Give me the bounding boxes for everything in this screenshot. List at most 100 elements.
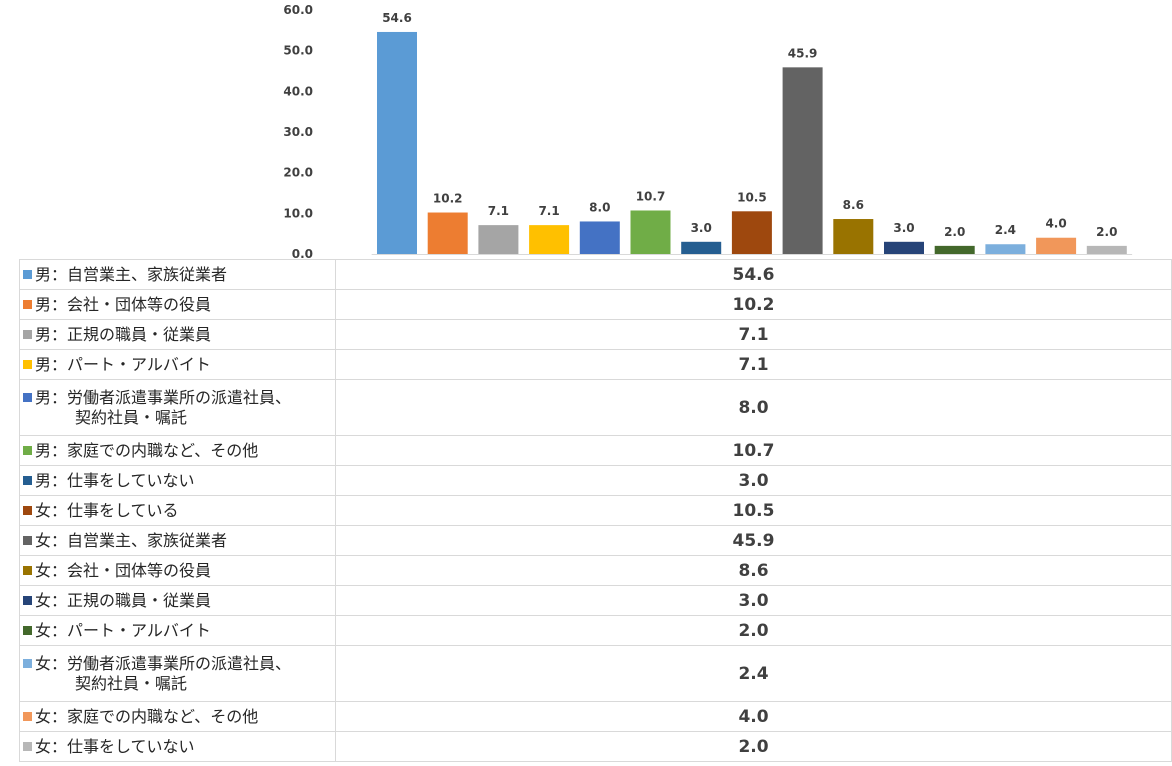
table-row: 男：労働者派遣事業所の派遣社員、 契約社員・嘱託 8.0 — [19, 379, 1172, 436]
bar-value-label: 2.0 — [1096, 225, 1117, 239]
data-table: 男：自営業主、家族従業者 54.6 男：会社・団体等の役員 10.2 男：正規の職員・従… — [19, 259, 1172, 762]
category-label: 男：労働者派遣事業所の派遣社員、 契約社員・嘱託 — [35, 387, 292, 427]
value-cell: 7.1 — [335, 349, 1172, 380]
bar — [833, 219, 874, 254]
bar-value-label: 8.0 — [589, 200, 610, 214]
category-label: 女：パート・アルバイト — [35, 620, 211, 640]
table-row: 男：家庭での内職など、その他 10.7 — [19, 435, 1172, 466]
bar — [782, 67, 823, 254]
y-tick-label: 60.0 — [283, 3, 313, 17]
legend-swatch — [23, 299, 32, 309]
category-label: 女：会社・団体等の役員 — [35, 560, 212, 580]
legend-swatch — [23, 359, 32, 369]
category-cell: 女：会社・団体等の役員 — [19, 555, 336, 586]
value-cell: 45.9 — [335, 525, 1172, 556]
bar-value-label: 2.0 — [944, 225, 965, 239]
bar — [1036, 237, 1077, 254]
value-cell: 3.0 — [335, 585, 1172, 616]
category-label: 女：仕事をしている — [35, 500, 179, 520]
category-cell: 男：自営業主、家族従業者 — [19, 259, 336, 290]
table-row: 男：会社・団体等の役員 10.2 — [19, 289, 1172, 320]
category-label: 男：正規の職員・従業員 — [35, 324, 212, 344]
table-row: 女：仕事をしていない 2.0 — [19, 731, 1172, 762]
table-row: 男：正規の職員・従業員 7.1 — [19, 319, 1172, 350]
bar — [630, 210, 671, 254]
category-label: 男：自営業主、家族従業者 — [35, 264, 228, 284]
category-cell: 男：パート・アルバイト — [19, 349, 336, 380]
value-cell: 54.6 — [335, 259, 1172, 290]
value-cell: 7.1 — [335, 319, 1172, 350]
bar — [681, 241, 722, 254]
legend-swatch — [23, 505, 32, 515]
category-cell: 女：正規の職員・従業員 — [19, 585, 336, 616]
legend-swatch — [23, 329, 32, 339]
category-label: 男：仕事をしていない — [35, 470, 195, 490]
category-label: 男：会社・団体等の役員 — [35, 294, 212, 314]
bars — [377, 31, 1127, 255]
category-cell: 女：パート・アルバイト — [19, 615, 336, 646]
category-label: 女：家庭での内職など、その他 — [35, 706, 259, 726]
table-row: 女：正規の職員・従業員 3.0 — [19, 585, 1172, 616]
legend-swatch — [23, 741, 32, 751]
y-tick-label: 50.0 — [283, 44, 313, 58]
bar — [529, 225, 570, 254]
value-cell: 2.4 — [335, 645, 1172, 702]
category-cell: 女：仕事をしている — [19, 495, 336, 526]
bar-value-label: 7.1 — [488, 204, 509, 218]
legend-swatch — [23, 269, 32, 279]
value-cell: 8.6 — [335, 555, 1172, 586]
category-cell: 男：仕事をしていない — [19, 465, 336, 496]
category-label: 女：自営業主、家族従業者 — [35, 530, 228, 550]
table-row: 男：パート・アルバイト 7.1 — [19, 349, 1172, 380]
table-row: 女：自営業主、家族従業者 45.9 — [19, 525, 1172, 556]
category-cell: 女：労働者派遣事業所の派遣社員、 契約社員・嘱託 — [19, 645, 336, 702]
category-cell: 女：自営業主、家族従業者 — [19, 525, 336, 556]
table-row: 男：自営業主、家族従業者 54.6 — [19, 259, 1172, 290]
value-cell: 8.0 — [335, 379, 1172, 436]
category-label: 女：労働者派遣事業所の派遣社員、 契約社員・嘱託 — [35, 653, 292, 693]
category-cell: 男：労働者派遣事業所の派遣社員、 契約社員・嘱託 — [19, 379, 336, 436]
legend-swatch — [23, 711, 32, 721]
y-tick-label: 10.0 — [283, 206, 313, 220]
bar — [1086, 245, 1127, 254]
bar — [731, 211, 772, 254]
category-cell: 男：正規の職員・従業員 — [19, 319, 336, 350]
legend-swatch — [23, 445, 32, 455]
table-row: 女：仕事をしている 10.5 — [19, 495, 1172, 526]
category-label: 男：パート・アルバイト — [35, 354, 211, 374]
bar — [579, 221, 620, 254]
data-labels: 54.6 10.2 7.1 7.1 8.0 10.7 3.0 10.5 45.9 8.6 3.0 2.… — [382, 11, 1117, 239]
y-tick-label: 30.0 — [283, 125, 313, 139]
category-label: 女：正規の職員・従業員 — [35, 590, 212, 610]
bar-value-label: 4.0 — [1045, 217, 1066, 231]
bar-value-label: 7.1 — [538, 204, 559, 218]
value-cell: 2.0 — [335, 615, 1172, 646]
value-cell: 10.7 — [335, 435, 1172, 466]
value-cell: 10.5 — [335, 495, 1172, 526]
bar-value-label: 10.7 — [636, 189, 666, 203]
table-row: 女：パート・アルバイト 2.0 — [19, 615, 1172, 646]
bar-value-label: 10.5 — [737, 190, 767, 204]
y-tick-label: 40.0 — [283, 84, 313, 98]
table-row: 女：会社・団体等の役員 8.6 — [19, 555, 1172, 586]
bar — [934, 245, 975, 254]
bar — [377, 31, 417, 255]
bar-chart: 0.0 10.0 20.0 30.0 40.0 50.0 60.0 54.6 10.2 7.1 7… — [283, 3, 1133, 259]
category-cell: 男：家庭での内職など、その他 — [19, 435, 336, 466]
bar — [884, 241, 924, 254]
bar — [985, 244, 1026, 254]
y-axis: 0.0 10.0 20.0 30.0 40.0 50.0 60.0 — [283, 3, 313, 259]
bar-value-label: 3.0 — [691, 221, 712, 235]
table-row: 女：労働者派遣事業所の派遣社員、 契約社員・嘱託 2.4 — [19, 645, 1172, 702]
legend-swatch — [23, 535, 32, 545]
category-cell: 女：仕事をしていない — [19, 731, 336, 762]
value-cell: 10.2 — [335, 289, 1172, 320]
value-cell: 2.0 — [335, 731, 1172, 762]
bar-value-label: 8.6 — [843, 198, 864, 212]
value-cell: 3.0 — [335, 465, 1172, 496]
bar-value-label: 54.6 — [382, 11, 412, 25]
bar-value-label: 45.9 — [788, 46, 818, 60]
bar-value-label: 10.2 — [433, 192, 463, 206]
table-row: 男：仕事をしていない 3.0 — [19, 465, 1172, 496]
legend-swatch — [23, 658, 32, 668]
